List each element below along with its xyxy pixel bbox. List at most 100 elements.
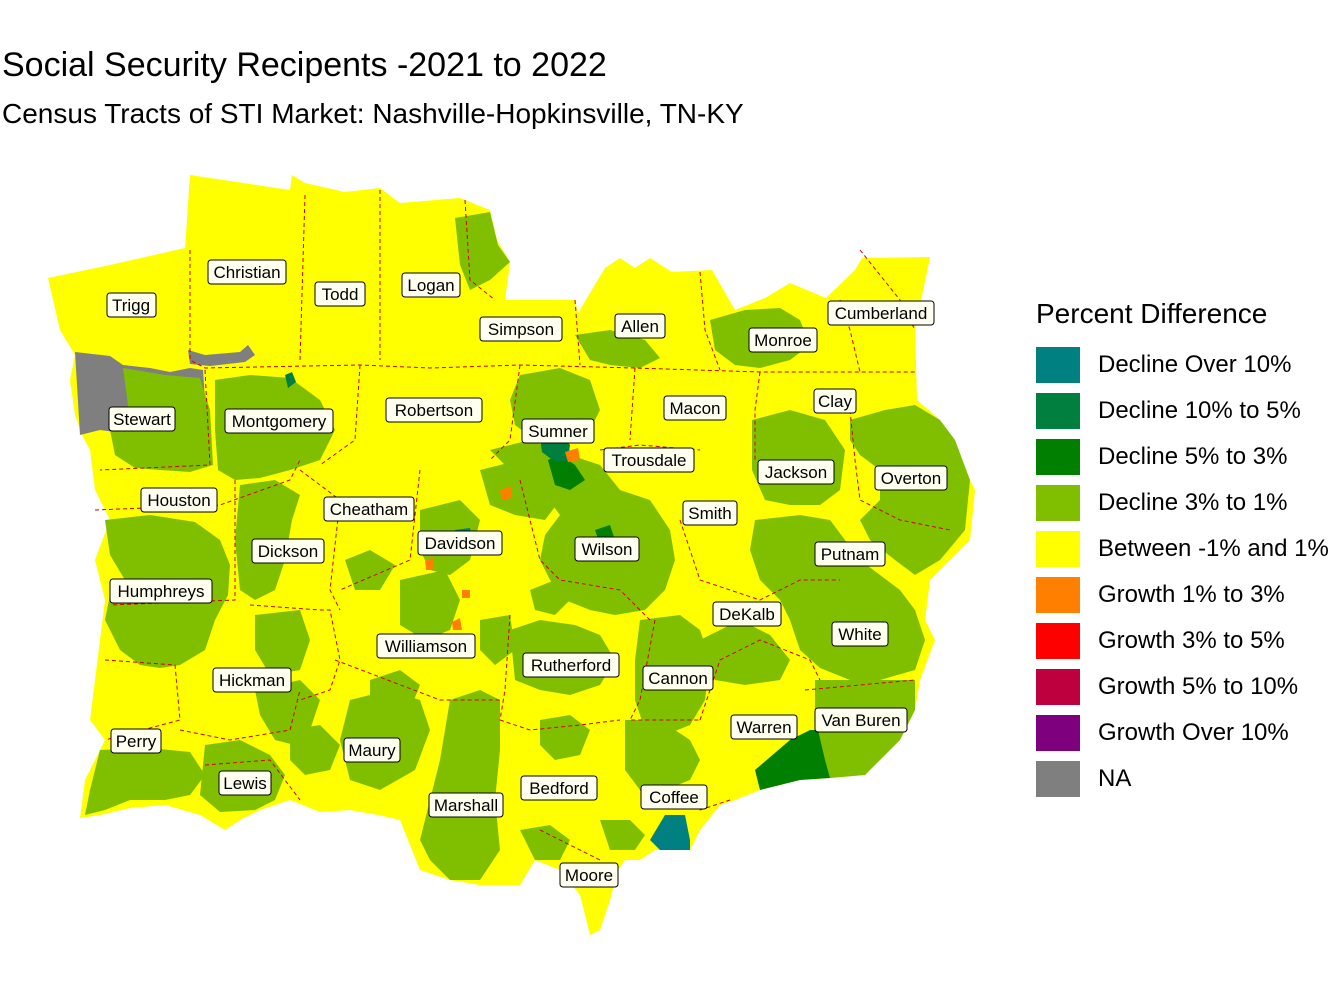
county-label-warren: Warren bbox=[730, 714, 798, 740]
svg-text:Monroe: Monroe bbox=[754, 331, 812, 350]
map-title: Social Security Recipents -2021 to 2022 bbox=[2, 46, 607, 84]
svg-text:Marshall: Marshall bbox=[434, 796, 498, 815]
county-label-dickson: Dickson bbox=[251, 538, 325, 564]
svg-text:Rutherford: Rutherford bbox=[531, 656, 611, 675]
svg-text:Overton: Overton bbox=[881, 469, 941, 488]
legend-swatch bbox=[1036, 485, 1080, 521]
legend-title: Percent Difference bbox=[1036, 298, 1268, 329]
legend-swatch bbox=[1036, 669, 1080, 705]
county-label-davidson: Davidson bbox=[417, 530, 503, 556]
svg-text:Putnam: Putnam bbox=[821, 545, 880, 564]
legend-label: Growth 3% to 5% bbox=[1098, 627, 1285, 654]
county-label-houston: Houston bbox=[140, 487, 218, 513]
map-subtitle: Census Tracts of STI Market: Nashville-H… bbox=[2, 98, 744, 129]
svg-text:Jackson: Jackson bbox=[765, 463, 827, 482]
county-label-moore: Moore bbox=[559, 862, 619, 888]
svg-text:Moore: Moore bbox=[565, 866, 613, 885]
county-label-humphreys: Humphreys bbox=[109, 578, 213, 604]
legend-swatch bbox=[1036, 715, 1080, 751]
legend-item-na: NA bbox=[1036, 756, 1329, 802]
legend-label: NA bbox=[1098, 765, 1132, 792]
county-label-allen: Allen bbox=[614, 313, 666, 339]
svg-text:Stewart: Stewart bbox=[113, 410, 171, 429]
svg-text:Macon: Macon bbox=[669, 399, 720, 418]
legend-label: Decline 3% to 1% bbox=[1098, 489, 1288, 516]
county-label-putnam: Putnam bbox=[814, 541, 886, 567]
legend-item-growth-over-10: Growth Over 10% bbox=[1036, 710, 1329, 756]
svg-text:Maury: Maury bbox=[348, 741, 396, 760]
legend-item-decline-10-to-5: Decline 10% to 5% bbox=[1036, 388, 1329, 434]
svg-text:Christian: Christian bbox=[213, 263, 280, 282]
county-label-coffee: Coffee bbox=[640, 784, 708, 810]
county-label-clay: Clay bbox=[813, 388, 857, 414]
legend-item-decline-5-to-3: Decline 5% to 3% bbox=[1036, 434, 1329, 480]
legend-item-decline-over-10: Decline Over 10% bbox=[1036, 342, 1329, 388]
county-label-monroe: Monroe bbox=[748, 327, 818, 353]
svg-text:Smith: Smith bbox=[688, 504, 731, 523]
county-label-logan: Logan bbox=[401, 272, 461, 298]
legend-swatch bbox=[1036, 347, 1080, 383]
county-label-simpson: Simpson bbox=[479, 316, 563, 342]
svg-text:Montgomery: Montgomery bbox=[232, 412, 327, 431]
legend-label: Growth 5% to 10% bbox=[1098, 673, 1299, 700]
svg-text:Sumner: Sumner bbox=[528, 422, 588, 441]
legend-label: Decline 10% to 5% bbox=[1098, 397, 1301, 424]
county-label-lewis: Lewis bbox=[218, 770, 272, 796]
svg-text:Simpson: Simpson bbox=[488, 320, 554, 339]
county-label-christian: Christian bbox=[207, 259, 287, 285]
svg-text:Trousdale: Trousdale bbox=[612, 451, 687, 470]
svg-text:Van Buren: Van Buren bbox=[821, 711, 900, 730]
svg-text:Clay: Clay bbox=[818, 392, 853, 411]
legend-swatch bbox=[1036, 393, 1080, 429]
county-label-hickman: Hickman bbox=[212, 667, 292, 693]
svg-text:Dickson: Dickson bbox=[258, 542, 318, 561]
svg-text:Allen: Allen bbox=[621, 317, 659, 336]
legend-item-growth-1-to-3: Growth 1% to 3% bbox=[1036, 572, 1329, 618]
county-label-perry: Perry bbox=[110, 728, 162, 754]
svg-text:DeKalb: DeKalb bbox=[719, 605, 775, 624]
svg-text:Hickman: Hickman bbox=[219, 671, 285, 690]
county-label-dekalb: DeKalb bbox=[712, 601, 782, 627]
county-label-jackson: Jackson bbox=[757, 459, 835, 485]
county-labels: Trigg Christian Todd Logan Simpson Allen… bbox=[106, 259, 948, 888]
svg-text:Trigg: Trigg bbox=[112, 296, 150, 315]
svg-text:Cannon: Cannon bbox=[648, 669, 708, 688]
svg-text:Williamson: Williamson bbox=[385, 637, 467, 656]
legend-label: Between -1% and 1% bbox=[1098, 535, 1329, 562]
county-label-sumner: Sumner bbox=[521, 418, 595, 444]
legend-swatch bbox=[1036, 439, 1080, 475]
svg-text:Warren: Warren bbox=[736, 718, 791, 737]
svg-text:Robertson: Robertson bbox=[395, 401, 473, 420]
svg-text:Perry: Perry bbox=[116, 732, 157, 751]
county-label-cumberland: Cumberland bbox=[827, 300, 935, 326]
svg-text:Coffee: Coffee bbox=[649, 788, 699, 807]
svg-text:White: White bbox=[838, 625, 881, 644]
legend-swatch bbox=[1036, 577, 1080, 613]
county-label-rutherford: Rutherford bbox=[522, 652, 620, 678]
legend-label: Decline Over 10% bbox=[1098, 351, 1292, 378]
legend-label: Growth Over 10% bbox=[1098, 719, 1289, 746]
county-label-cannon: Cannon bbox=[642, 665, 714, 691]
county-label-trousdale: Trousdale bbox=[603, 447, 695, 473]
county-label-macon: Macon bbox=[663, 395, 727, 421]
svg-text:Todd: Todd bbox=[322, 285, 359, 304]
choropleth-map: Trigg Christian Todd Logan Simpson Allen… bbox=[48, 175, 975, 935]
county-label-wilson: Wilson bbox=[574, 536, 640, 562]
county-label-trigg: Trigg bbox=[106, 292, 157, 318]
county-label-montgomery: Montgomery bbox=[224, 408, 334, 434]
legend-item-decline-3-to-1: Decline 3% to 1% bbox=[1036, 480, 1329, 526]
county-label-vanburen: Van Buren bbox=[814, 707, 908, 733]
legend: Percent Difference Decline Over 10% Decl… bbox=[1036, 298, 1329, 802]
legend-label: Decline 5% to 3% bbox=[1098, 443, 1288, 470]
county-label-white: White bbox=[831, 621, 889, 647]
legend-item-growth-5-to-10: Growth 5% to 10% bbox=[1036, 664, 1329, 710]
legend-label: Growth 1% to 3% bbox=[1098, 581, 1285, 608]
svg-text:Humphreys: Humphreys bbox=[118, 582, 205, 601]
growth-1-to-3-tracts bbox=[425, 448, 580, 630]
svg-text:Wilson: Wilson bbox=[581, 540, 632, 559]
county-label-overton: Overton bbox=[874, 465, 948, 491]
county-label-robertson: Robertson bbox=[385, 397, 483, 423]
svg-text:Lewis: Lewis bbox=[223, 774, 266, 793]
county-label-maury: Maury bbox=[343, 737, 401, 763]
svg-text:Logan: Logan bbox=[407, 276, 454, 295]
